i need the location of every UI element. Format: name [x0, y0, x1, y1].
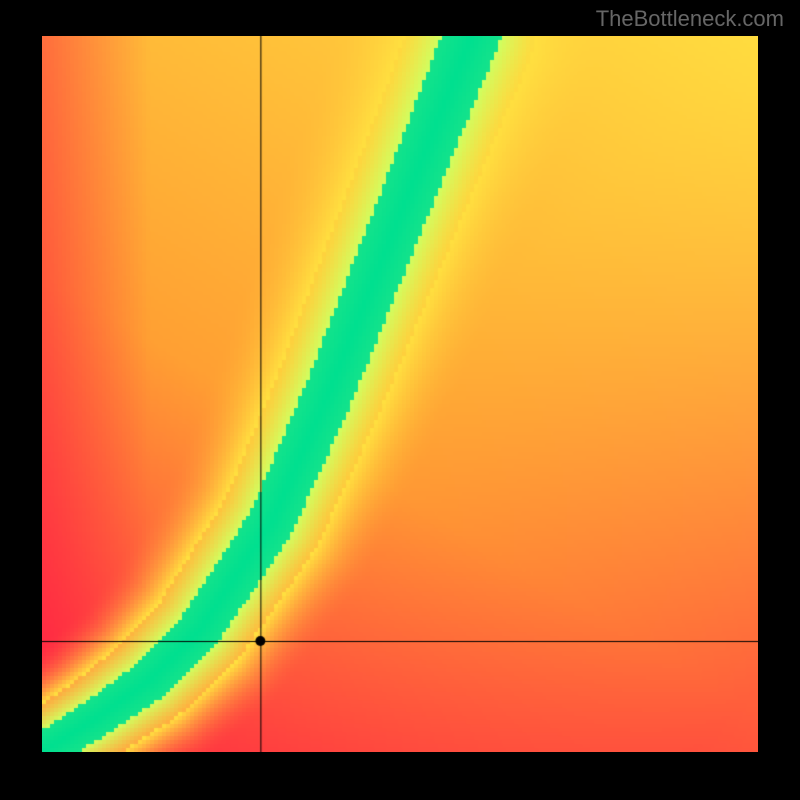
heatmap-canvas	[42, 36, 758, 752]
watermark-text: TheBottleneck.com	[596, 6, 784, 32]
chart-container: TheBottleneck.com	[0, 0, 800, 800]
heatmap-plot	[42, 36, 758, 752]
